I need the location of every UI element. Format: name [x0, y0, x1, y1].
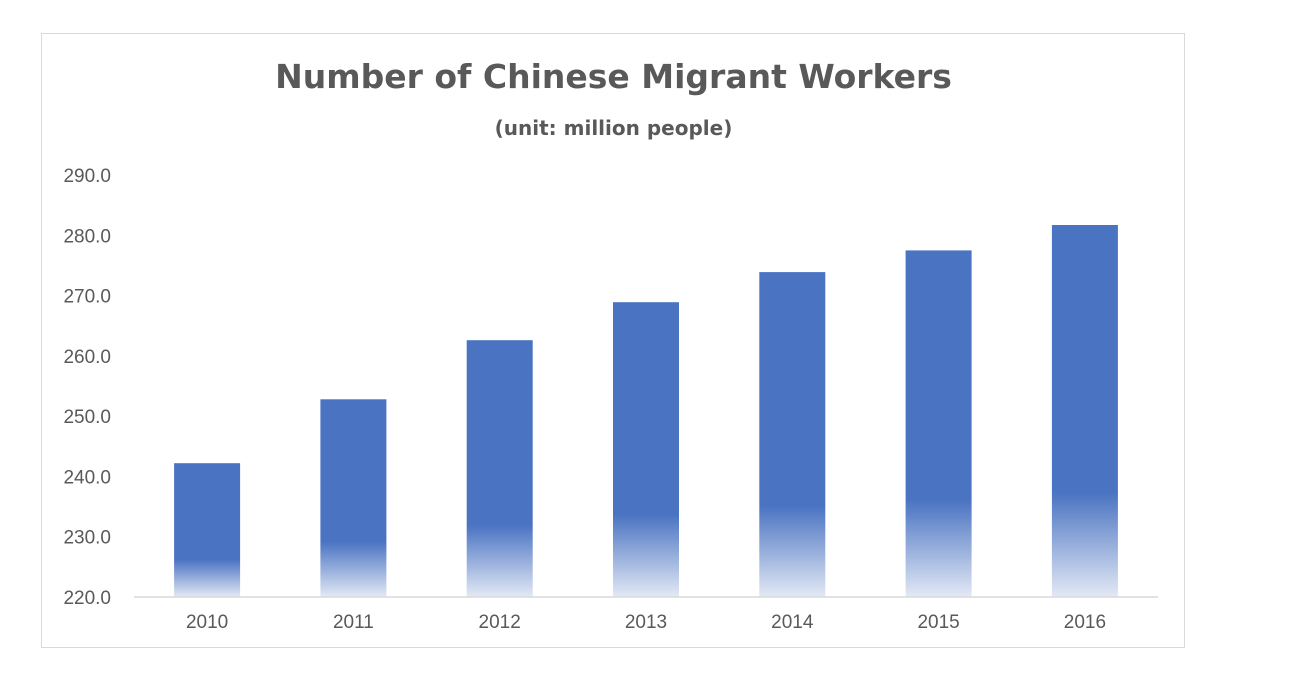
y-axis-ticks: 220.0 230.0 240.0 250.0 260.0 270.0 280.0 290.0: [63, 166, 111, 609]
bars-layer: [174, 225, 1118, 597]
y-tick-label: 290.0: [63, 166, 111, 187]
chart-subtitle: (unit: million people): [494, 116, 733, 140]
bar-2014: [759, 272, 826, 597]
y-tick-label: 250.0: [63, 407, 111, 428]
y-tick-label: 220.0: [63, 588, 111, 609]
y-tick-label: 280.0: [63, 226, 111, 247]
bar-2015: [905, 250, 972, 597]
x-tick-label: 2016: [1064, 612, 1106, 633]
x-tick-label: 2010: [186, 612, 228, 633]
x-tick-label: 2015: [917, 612, 959, 633]
x-tick-label: 2012: [479, 612, 521, 633]
y-tick-label: 260.0: [63, 347, 111, 368]
y-tick-label: 230.0: [63, 528, 111, 549]
y-tick-label: 270.0: [63, 287, 111, 308]
chart-title: Number of Chinese Migrant Workers: [275, 57, 952, 96]
bar-2016: [1051, 225, 1118, 597]
x-tick-label: 2014: [771, 612, 814, 633]
bar-2012: [466, 340, 533, 597]
y-tick-label: 240.0: [63, 467, 111, 488]
bar-2013: [613, 302, 679, 597]
bar-2011: [320, 399, 387, 597]
x-axis-ticks: 2010 2011 2012 2013 2014 2015 2016: [186, 612, 1106, 633]
x-tick-label: 2013: [625, 612, 667, 633]
bar-2010: [174, 463, 241, 597]
x-tick-label: 2011: [333, 612, 374, 633]
